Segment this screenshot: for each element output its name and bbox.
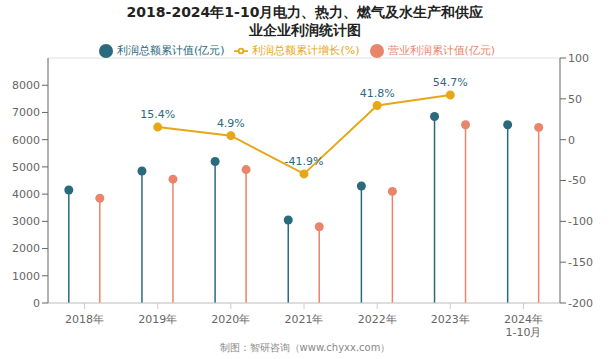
svg-text:-41.9%: -41.9% — [285, 155, 324, 168]
svg-text:5000: 5000 — [12, 161, 40, 174]
html-text:制图：智研咨询（www.chyxx.com）: 制图：智研咨询（www.chyxx.com） — [219, 342, 391, 353]
svg-text:1000: 1000 — [12, 270, 40, 283]
html-text:营业利润累计值(亿元): 营业利润累计值(亿元) — [387, 44, 496, 57]
svg-text:3000: 3000 — [12, 215, 40, 228]
svg-text:50: 50 — [568, 93, 582, 106]
svg-text:100: 100 — [568, 52, 589, 65]
svg-text:2022年: 2022年 — [358, 313, 397, 326]
svg-text:2019年: 2019年 — [138, 313, 177, 326]
svg-text:41.8%: 41.8% — [360, 87, 395, 100]
svg-text:2018年: 2018年 — [65, 313, 104, 326]
svg-text:0: 0 — [33, 297, 40, 310]
svg-text:15.4%: 15.4% — [140, 108, 175, 121]
svg-text:0: 0 — [568, 134, 575, 147]
svg-text:54.7%: 54.7% — [433, 76, 468, 89]
svg-text:-50: -50 — [568, 174, 586, 187]
svg-text:6000: 6000 — [12, 134, 40, 147]
svg-text:2020年: 2020年 — [211, 313, 250, 326]
html-text:利润总额累计值(亿元): 利润总额累计值(亿元) — [116, 44, 225, 57]
svg-text:2021年: 2021年 — [285, 313, 324, 326]
svg-text:4.9%: 4.9% — [217, 117, 245, 130]
svg-text:-100: -100 — [568, 215, 593, 228]
svg-text:2000: 2000 — [12, 242, 40, 255]
svg-text:7000: 7000 — [12, 106, 40, 119]
html-text:2018-2024年1-10月电力、热力、燃气及水生产和供应: 2018-2024年1-10月电力、热力、燃气及水生产和供应 — [126, 4, 484, 20]
svg-text:-150: -150 — [568, 256, 593, 269]
svg-text:8000: 8000 — [12, 79, 40, 92]
svg-text:4000: 4000 — [12, 188, 40, 201]
svg-text:2023年: 2023年 — [431, 313, 470, 326]
svg-text:-200: -200 — [568, 297, 593, 310]
svg-text:2024年1-10月: 2024年1-10月 — [504, 313, 543, 339]
html-text:业企业利润统计图: 业企业利润统计图 — [249, 22, 361, 38]
html-text:利润总额累计增长(%): 利润总额累计增长(%) — [252, 44, 360, 57]
